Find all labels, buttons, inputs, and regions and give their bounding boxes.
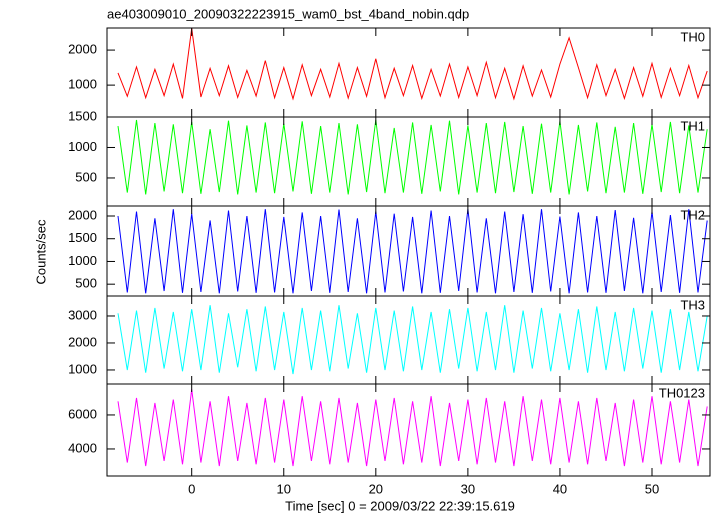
y-tick-label: 500 [75,169,97,184]
data-line [117,305,708,375]
y-tick-label: 500 [75,276,97,291]
panel-frame [106,383,711,477]
data-line [117,209,708,294]
y-axis-label: Counts/sec [33,219,48,285]
x-tick-label: 40 [553,481,567,496]
x-tick-label: 20 [369,481,383,496]
data-line [117,28,708,101]
chart-title: ae403009010_20090322223915_wam0_bst_4ban… [107,6,469,21]
x-tick-label: 0 [188,481,195,496]
y-tick-label: 1000 [68,139,97,154]
y-tick-label: 2000 [68,207,97,222]
panel-label: TH0123 [659,385,705,400]
y-tick-label: 6000 [68,406,97,421]
y-tick-label: 1500 [68,108,97,123]
panel-label: TH2 [680,207,705,222]
y-tick-label: 2000 [68,42,97,57]
data-line [117,389,708,467]
y-tick-label: 1000 [68,253,97,268]
panel-label: TH1 [680,118,705,133]
x-axis-label: Time [sec] 0 = 2009/03/22 22:39:15.619 [285,498,515,513]
panel-label: TH0 [680,29,705,44]
y-tick-label: 1000 [68,361,97,376]
y-tick-label: 1000 [68,77,97,92]
panel-label: TH3 [680,297,705,312]
x-tick-label: 10 [277,481,291,496]
x-tick-label: 50 [645,481,659,496]
y-tick-label: 1500 [68,230,97,245]
y-tick-label: 4000 [68,440,97,455]
x-tick-label: 30 [461,481,475,496]
y-tick-label: 3000 [68,307,97,322]
data-line [117,119,708,195]
y-tick-label: 2000 [68,334,97,349]
